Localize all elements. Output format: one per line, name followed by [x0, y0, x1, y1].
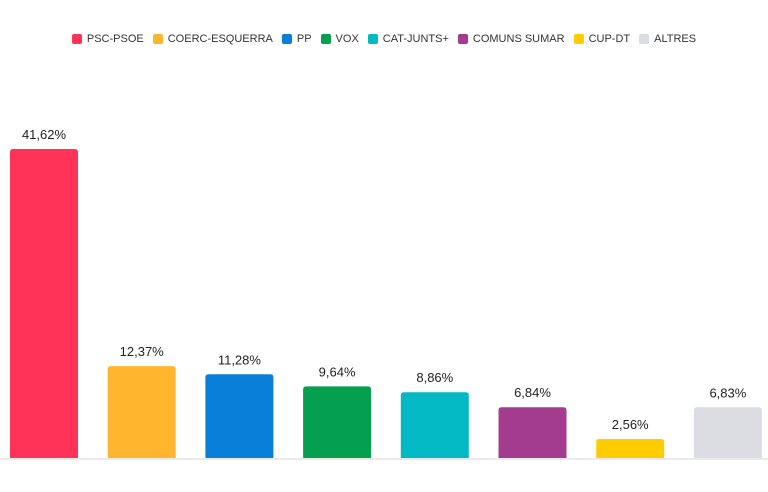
value-labels-group: 41,62% 12,37% 11,28% 9,64% 8,86% 6,84% 2,56% 6,…	[22, 127, 747, 432]
value-label-7: 6,83%	[709, 385, 746, 400]
value-label-6: 2,56%	[612, 417, 649, 432]
bar-6[interactable]	[596, 438, 665, 458]
legend-item-3[interactable]: VOX	[320, 33, 359, 45]
legend-swatch	[281, 34, 292, 44]
legend-item-1[interactable]: COERC-ESQUERRA	[152, 33, 273, 45]
chart-legend: PSC-PSOE COERC-ESQUERRA PP VOX CAT-JUNTS+ COM…	[0, 33, 768, 45]
bar-4[interactable]	[400, 392, 469, 458]
bar-7[interactable]	[693, 407, 762, 458]
bar-2[interactable]	[205, 374, 274, 458]
bar-3[interactable]	[303, 386, 372, 458]
legend-item-6[interactable]: CUP-DT	[573, 33, 631, 45]
legend-item-7[interactable]: ALTRES	[639, 33, 696, 45]
legend-swatch	[152, 34, 163, 44]
bar-5[interactable]	[498, 407, 567, 458]
value-label-3: 9,64%	[319, 364, 356, 379]
legend-label: PP	[296, 33, 312, 45]
legend-swatch	[71, 34, 82, 44]
legend-label: ALTRES	[654, 33, 697, 45]
legend-swatch	[457, 34, 468, 44]
bar-0[interactable]	[10, 149, 78, 458]
value-label-1: 12,37%	[120, 344, 165, 359]
legend-label: PSC-PSOE	[86, 33, 144, 45]
legend-label: COERC-ESQUERRA	[167, 33, 273, 45]
legend-swatch	[639, 34, 650, 44]
value-label-5: 6,84%	[514, 385, 551, 400]
legend-item-2[interactable]: PP	[281, 33, 312, 45]
legend-label: CUP-DT	[588, 33, 631, 45]
legend-swatch	[573, 34, 584, 44]
bar-1[interactable]	[107, 366, 176, 458]
legend-item-0[interactable]: PSC-PSOE	[71, 33, 144, 45]
value-label-4: 8,86%	[416, 370, 453, 385]
bars-group	[10, 149, 762, 458]
legend-item-4[interactable]: CAT-JUNTS+	[367, 33, 449, 45]
legend-label: CAT-JUNTS+	[382, 33, 449, 45]
legend-label: VOX	[335, 33, 359, 45]
value-label-0: 41,62%	[22, 127, 67, 142]
legend-swatch	[367, 34, 378, 44]
legend-item-5[interactable]: COMUNS SUMAR	[457, 33, 565, 45]
legend-swatch	[320, 34, 331, 44]
legend-label: COMUNS SUMAR	[472, 33, 565, 45]
value-label-2: 11,28%	[218, 352, 262, 367]
